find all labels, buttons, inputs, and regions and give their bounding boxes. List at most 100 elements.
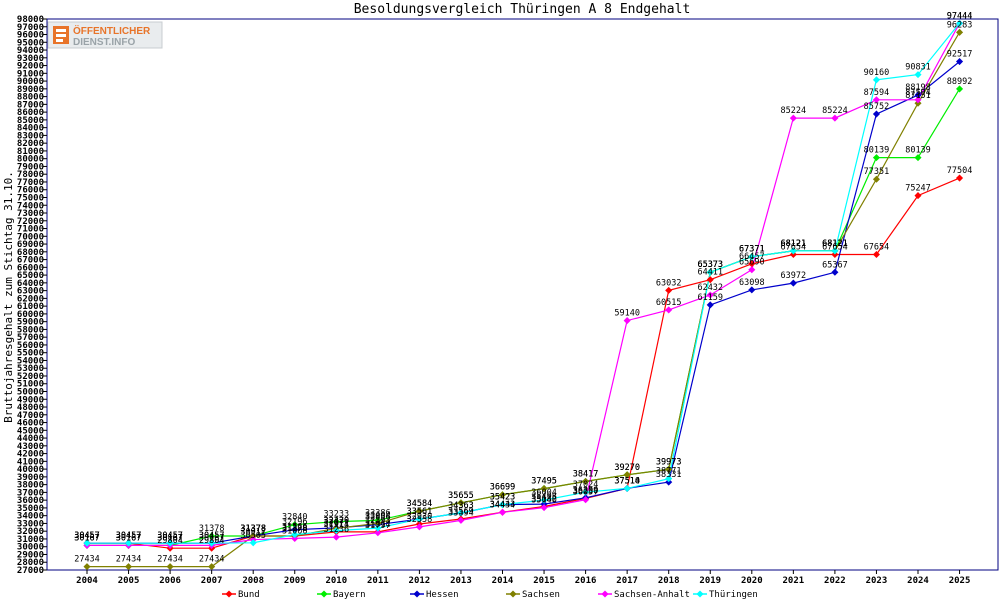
- data-point-hessen: [956, 58, 964, 66]
- data-label-sachsen-anhalt: 31066: [282, 526, 308, 536]
- data-point-bund: [831, 250, 839, 259]
- data-label-th-ringen: 30457: [116, 531, 142, 541]
- data-point-th-ringen: [789, 247, 797, 255]
- data-label-th-ringen: 65373: [697, 260, 723, 270]
- y-tick-label: 38000: [17, 481, 44, 491]
- data-label-sachsen-anhalt: 30167: [157, 533, 183, 543]
- data-label-sachsen: 27434: [157, 555, 183, 565]
- series-line-th-ringen: [87, 22, 960, 544]
- data-point-hessen: [291, 526, 299, 534]
- legend-label-bayern: Bayern: [333, 590, 366, 600]
- data-label-hessen: 32856: [365, 513, 391, 523]
- data-label-bayern: 33233: [324, 510, 350, 520]
- data-point-th-ringen: [665, 475, 673, 483]
- data-point-th-ringen: [374, 524, 382, 532]
- y-tick-label: 62000: [17, 294, 44, 304]
- data-point-sachsen-anhalt: [872, 96, 880, 104]
- data-label-sachsen-anhalt: 34434: [490, 500, 516, 510]
- y-tick-label: 85000: [17, 116, 44, 126]
- data-label-bund: 77504: [947, 166, 973, 176]
- y-tick-label: 44000: [17, 434, 44, 444]
- data-point-th-ringen: [249, 539, 257, 547]
- y-tick-label: 96000: [17, 31, 44, 41]
- data-label-bund: 66457: [739, 252, 765, 262]
- data-label-th-ringen: 35423: [490, 493, 516, 503]
- data-label-bayern: 33386: [365, 508, 391, 518]
- data-label-bayern: 39973: [656, 457, 682, 467]
- legend: Bund Bayern Hessen Sachsen Sachsen-Anhalt Thü…: [222, 590, 758, 600]
- y-tick-label: 71000: [17, 225, 44, 235]
- data-label-bund: 34443: [490, 500, 516, 510]
- data-point-sachsen-anhalt: [831, 114, 839, 122]
- data-label-hessen: 33561: [407, 507, 433, 517]
- data-label-hessen: 30457: [199, 531, 225, 541]
- data-label-hessen: 63972: [781, 271, 807, 281]
- data-label-sachsen-anhalt: 60515: [656, 298, 682, 308]
- data-label-bund: 75247: [905, 184, 931, 194]
- x-tick-label: 2011: [367, 576, 389, 586]
- data-label-sachsen-anhalt: 33394: [448, 508, 474, 518]
- x-tick-label: 2008: [242, 576, 264, 586]
- data-label-sachsen: 38417: [573, 469, 599, 479]
- legend-marker-sachsen-anhalt: [601, 590, 609, 598]
- legend-label-sachsen-anhalt: Sachsen-Anhalt: [614, 590, 690, 600]
- x-tick-label: 2020: [741, 576, 763, 586]
- series-points: [83, 19, 964, 571]
- data-label-bayern: 34584: [407, 499, 433, 509]
- y-tick-label: 34000: [17, 512, 44, 522]
- y-tick-label: 40000: [17, 465, 44, 475]
- logo-mark-icon: [53, 26, 69, 44]
- data-point-sachsen: [374, 519, 382, 527]
- y-tick-label: 55000: [17, 349, 44, 359]
- data-label-sachsen: 77351: [864, 167, 890, 177]
- x-tick-label: 2024: [907, 576, 929, 586]
- data-label-sachsen: 27434: [116, 555, 142, 565]
- y-tick-label: 95000: [17, 38, 44, 48]
- data-label-bayern: 32840: [282, 513, 308, 523]
- legend-label-hessen: Hessen: [426, 590, 459, 600]
- data-point-sachsen: [166, 563, 174, 571]
- data-point-bayern: [208, 532, 216, 540]
- x-tick-label: 2014: [492, 576, 514, 586]
- y-tick-label: 37000: [17, 488, 44, 498]
- x-tick-label: 2017: [616, 576, 638, 586]
- data-label-th-ringen: 32393: [365, 516, 391, 526]
- data-label-bund: 30457: [116, 531, 142, 541]
- data-label-sachsen: 37495: [531, 477, 557, 487]
- x-tick-label: 2023: [866, 576, 888, 586]
- legend-marker-sachsen: [509, 590, 517, 598]
- data-label-bayern: 68121: [781, 239, 807, 249]
- data-label-bayern: 30167: [116, 533, 142, 543]
- data-label-bayern: 80139: [864, 146, 890, 156]
- data-point-sachsen-anhalt: [748, 266, 756, 274]
- data-label-hessen: 31378: [240, 524, 266, 534]
- data-point-sachsen-anhalt: [582, 496, 590, 504]
- data-point-sachsen: [83, 563, 91, 571]
- x-tick-label: 2009: [284, 576, 306, 586]
- data-point-th-ringen: [332, 527, 340, 535]
- series-lines: [87, 22, 961, 568]
- data-label-bayern: 80139: [905, 146, 931, 156]
- x-tick-label: 2013: [450, 576, 472, 586]
- data-point-sachsen-anhalt: [415, 523, 423, 531]
- data-point-th-ringen: [706, 268, 714, 276]
- data-label-bund: 31378: [240, 524, 266, 534]
- data-point-bayern: [332, 518, 340, 526]
- data-point-hessen: [748, 286, 756, 294]
- y-tick-label: 45000: [17, 426, 44, 436]
- data-point-th-ringen: [831, 247, 839, 255]
- data-label-bund: 31378: [282, 524, 308, 534]
- data-point-bayern: [956, 85, 964, 93]
- data-point-sachsen: [872, 175, 880, 183]
- data-label-bund: 32930: [407, 512, 433, 522]
- data-point-bund: [706, 276, 714, 284]
- y-tick-label: 86000: [17, 108, 44, 118]
- legend-label-bund: Bund: [238, 590, 260, 600]
- data-point-hessen: [831, 268, 839, 276]
- data-label-bayern: 65373: [697, 260, 723, 270]
- y-tick-label: 59000: [17, 318, 44, 328]
- y-tick-label: 46000: [17, 419, 44, 429]
- y-tick-label: 50000: [17, 388, 44, 398]
